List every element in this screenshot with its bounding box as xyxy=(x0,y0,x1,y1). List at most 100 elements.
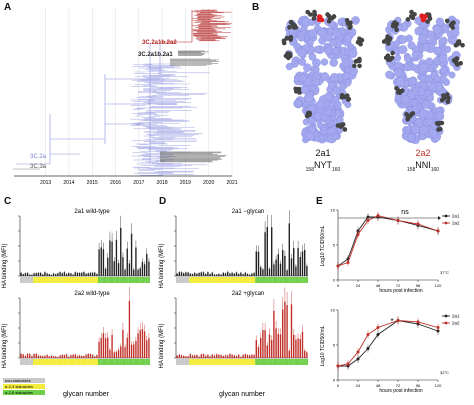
glycan-category-cell xyxy=(121,277,124,283)
glycan-bar xyxy=(227,355,229,358)
protein-atom xyxy=(400,95,411,105)
glycan-bar xyxy=(143,264,146,276)
glycan-category-cell xyxy=(89,277,92,283)
glycan-category-cell xyxy=(275,277,278,283)
glycan-bar xyxy=(29,353,31,358)
glycan-category-cell xyxy=(305,359,308,365)
glycan-bar xyxy=(218,273,220,276)
glycan-category-cell xyxy=(283,359,286,365)
glycan-atom xyxy=(357,38,363,44)
protein-atom xyxy=(399,35,408,44)
glycan-bar xyxy=(76,272,79,276)
growth-series-line xyxy=(337,215,439,267)
glycan-category-cell xyxy=(113,359,116,365)
glycan-category-cell xyxy=(297,359,300,365)
glycan-bar xyxy=(42,356,44,358)
protein-atom xyxy=(408,77,417,86)
glycan-bar xyxy=(48,274,50,276)
glycan-bar xyxy=(183,356,185,358)
tree-year-label: 2017 xyxy=(133,180,144,186)
glycan-category-cell xyxy=(95,359,98,365)
glycan-category-cell xyxy=(187,359,190,365)
protein-atom xyxy=(308,53,317,61)
glycan-atom xyxy=(357,63,362,69)
glycan-category-cell xyxy=(48,359,51,365)
tree-year-label: 2016 xyxy=(110,180,121,186)
glycan-category-cell xyxy=(137,359,140,365)
glycan-category-cell xyxy=(128,359,131,365)
glycan-bar xyxy=(148,338,150,358)
glycan-bar xyxy=(137,333,139,358)
glycan-category-cell xyxy=(189,359,192,365)
glycan-category-cell xyxy=(74,359,77,365)
glycan-bar xyxy=(113,261,115,276)
glycan-category-cell xyxy=(33,359,36,365)
glycan-category-cell xyxy=(209,359,212,365)
glycan-category-cell xyxy=(41,359,44,365)
glycan-bar xyxy=(102,249,105,276)
glycan-category-cell xyxy=(59,277,62,283)
glycan-bar xyxy=(55,274,57,276)
glycan-bar xyxy=(271,227,273,276)
glycan-category-cell xyxy=(30,359,33,365)
glycan-bar xyxy=(139,330,141,358)
legend-swatch-a26 xyxy=(3,390,45,395)
glycan-bar xyxy=(262,269,264,276)
growth-y-tick-label: 5 xyxy=(333,343,336,348)
glycan-bar xyxy=(26,353,29,358)
glycan-bar xyxy=(218,354,220,358)
glycan-bar xyxy=(135,247,137,276)
protein-atom xyxy=(329,58,338,67)
highlight-atom xyxy=(421,16,427,22)
glycan-bar xyxy=(65,354,68,358)
glycan-atom xyxy=(444,18,450,24)
glycan-atom xyxy=(307,112,312,117)
protein-atom xyxy=(317,27,327,38)
seq-2a2-end: 160 xyxy=(430,166,440,173)
glycan-bar xyxy=(37,272,40,276)
glycan-bar xyxy=(130,344,133,358)
glycan-category-cell xyxy=(259,277,262,283)
glycan-category-cell xyxy=(37,359,40,365)
glycan-bar xyxy=(141,328,144,358)
protein-atom xyxy=(306,132,315,141)
protein-atom xyxy=(329,39,337,47)
glycan-bar xyxy=(295,339,297,358)
ha-structure-2a1 xyxy=(281,9,365,144)
glycan-bar xyxy=(68,356,70,358)
glycan-category-cell xyxy=(217,277,220,283)
growth-series-line xyxy=(338,320,439,367)
growth-chart-37c: 0 24 48 72 96 120 0 5 10 2a1 2a2 xyxy=(331,208,460,289)
glycan-bar xyxy=(262,329,264,358)
glycan-bar xyxy=(33,354,35,358)
glycan-category-cell xyxy=(124,277,127,283)
glycan-bar xyxy=(275,328,277,358)
glycan-bar xyxy=(202,354,205,358)
glycan-bar xyxy=(301,251,304,276)
glycan-category-cell xyxy=(255,359,258,365)
glycan-atom xyxy=(410,15,416,21)
legend-swatch-a23 xyxy=(3,384,45,389)
seq-2a2-residues: NNI xyxy=(415,160,431,170)
glycan-category-cell xyxy=(209,277,212,283)
glycan-bar xyxy=(266,345,268,358)
protein-atom xyxy=(315,100,325,110)
glycan-bar xyxy=(126,337,128,358)
glycan-category-cell xyxy=(198,277,201,283)
glycan-atom xyxy=(386,41,391,46)
glycan-category-cell xyxy=(108,359,111,365)
glycan-category-cell xyxy=(226,359,229,365)
growth-point xyxy=(396,219,400,222)
glycan-category-cell xyxy=(270,277,273,283)
protein-atom xyxy=(313,45,322,54)
glycan-bar xyxy=(141,261,144,276)
glycan-bar xyxy=(70,355,72,358)
glycan-bar xyxy=(306,266,308,276)
growth-x-tick-label: 48 xyxy=(376,383,381,388)
glycan-bar xyxy=(216,354,218,358)
growth-y-tick-label: 0 xyxy=(333,378,336,383)
glycan-bar xyxy=(68,272,70,276)
glycan-category-cell xyxy=(56,359,59,365)
glycan-category-cell xyxy=(128,277,131,283)
glycan-category-cell xyxy=(195,359,198,365)
